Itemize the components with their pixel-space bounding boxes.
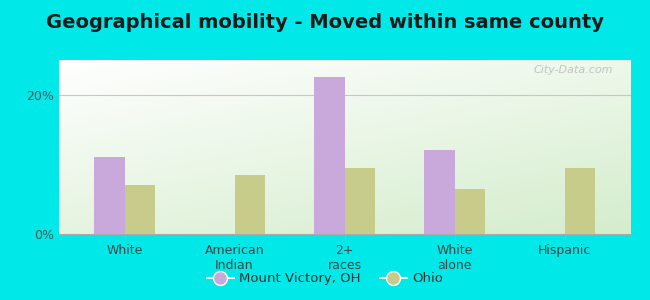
Bar (94, 158, 125, 234)
Bar (564, 168, 595, 234)
Text: Geographical mobility - Moved within same county: Geographical mobility - Moved within sam… (46, 14, 604, 32)
Bar (314, 77, 344, 234)
Bar (454, 189, 486, 234)
Legend: Mount Victory, OH, Ohio: Mount Victory, OH, Ohio (202, 267, 448, 290)
Bar (344, 168, 375, 234)
Bar (125, 185, 155, 234)
Bar (235, 175, 265, 234)
Text: City-Data.com: City-Data.com (534, 65, 614, 75)
Bar (424, 151, 454, 234)
